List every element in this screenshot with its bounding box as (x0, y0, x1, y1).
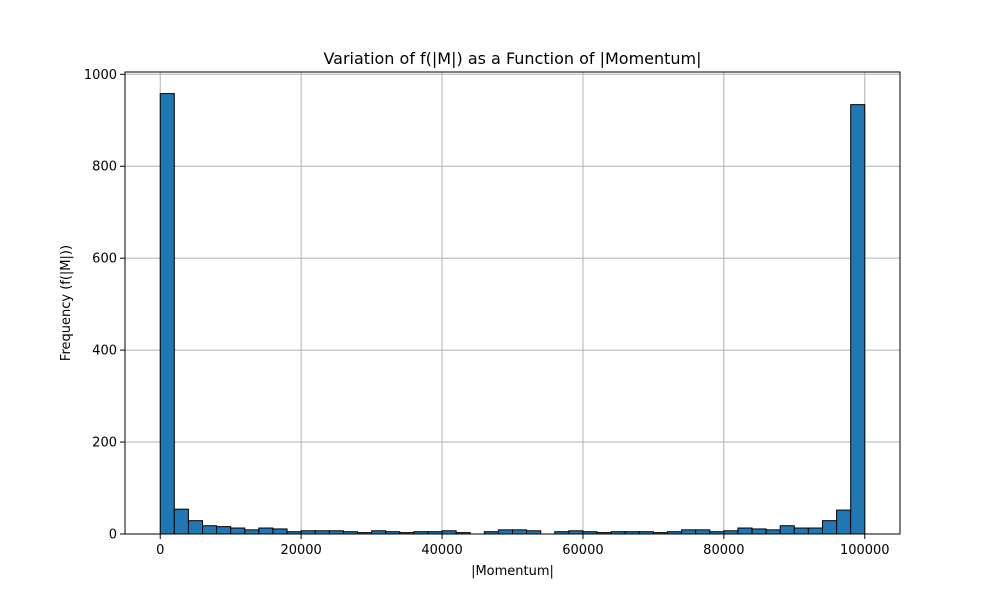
y-tick-label: 600 (92, 252, 117, 267)
histogram-bar (737, 527, 753, 535)
histogram-bar (779, 525, 795, 535)
y-axis-ticks: 0 200 400 600 800 1000 (84, 68, 125, 543)
histogram-bar (244, 529, 260, 535)
x-tick-label: 80000 (703, 543, 744, 558)
histogram-bar (173, 508, 189, 535)
y-tick-label: 200 (92, 436, 117, 451)
x-axis-ticks: 0 20000 40000 60000 80000 100000 (156, 534, 890, 558)
histogram-bar (258, 527, 274, 535)
chart-title: Variation of f(|M|) as a Function of |Mo… (323, 49, 701, 68)
histogram-bar (822, 520, 838, 535)
x-tick-label: 60000 (562, 543, 603, 558)
x-tick-label: 100000 (840, 543, 890, 558)
histogram-bar (187, 520, 203, 535)
histogram-bar (159, 93, 175, 535)
histogram-bar (850, 104, 866, 535)
y-tick-label: 800 (92, 160, 117, 175)
histogram-bar (681, 529, 697, 535)
histogram-bar (512, 529, 528, 535)
y-tick-label: 400 (92, 344, 117, 359)
y-tick-label: 0 (109, 528, 117, 543)
histogram-bar (793, 527, 809, 535)
x-tick-label: 20000 (280, 543, 321, 558)
histogram-bar (230, 527, 246, 535)
plot-frame (124, 71, 901, 535)
y-tick-label: 1000 (84, 68, 117, 83)
histogram-bar (836, 509, 852, 535)
histogram-bar (751, 528, 767, 535)
x-tick-label: 40000 (421, 543, 462, 558)
histogram-bar (765, 529, 781, 535)
histogram-bars (159, 93, 866, 535)
histogram-bar (202, 525, 218, 535)
histogram-bar (216, 526, 232, 535)
histogram-bar (695, 529, 711, 535)
histogram-bar (497, 529, 513, 535)
x-tick-label: 0 (156, 543, 164, 558)
y-axis-label: Frequency (f(|M|)) (59, 245, 74, 361)
histogram-bar (807, 527, 824, 535)
x-axis-label: |Momentum| (471, 564, 554, 579)
histogram-bar (272, 528, 288, 535)
